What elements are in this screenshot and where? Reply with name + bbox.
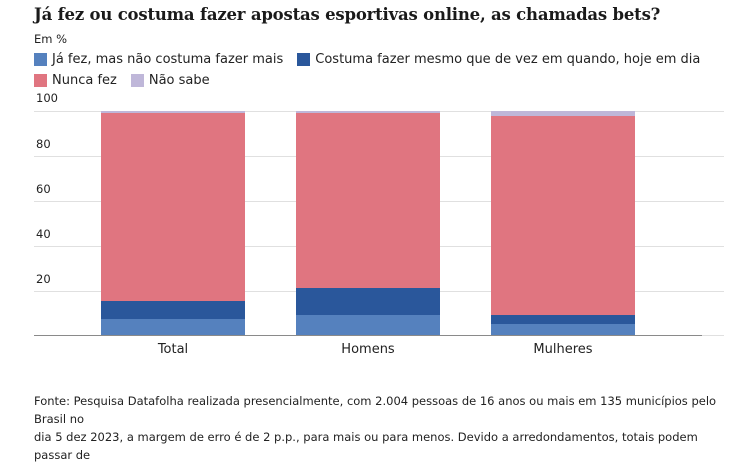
bar-segment — [101, 319, 245, 335]
source-note-line: dia 5 dez 2023, a margem de erro é de 2 … — [34, 430, 698, 462]
chart-legend: Já fez, mas não costuma fazer mais Costu… — [34, 49, 734, 91]
bar-homens — [296, 111, 440, 335]
y-tick-label: 80 — [36, 137, 51, 151]
x-axis-baseline — [34, 335, 702, 336]
y-tick-label: 100 — [36, 91, 58, 105]
bar-segment — [491, 323, 635, 335]
bar-mulheres — [491, 111, 635, 335]
bar-segment — [491, 115, 635, 315]
chart-title: Já fez ou costuma fazer apostas esportiv… — [34, 5, 661, 24]
legend-label: Já fez, mas não costuma fazer mais — [52, 52, 284, 67]
bar-segment — [296, 314, 440, 335]
chart-unit-label: Em % — [34, 32, 68, 46]
legend-item-nao-sabe: Não sabe — [130, 73, 210, 88]
legend-label: Não sabe — [148, 73, 210, 88]
legend-item-costuma-fazer: Costuma fazer mesmo que de vez em quando… — [297, 52, 700, 67]
bar-segment — [296, 113, 440, 288]
bar-segment — [296, 111, 440, 114]
y-tick-label: 40 — [36, 227, 51, 241]
legend-item-nunca-fez: Nunca fez — [34, 73, 117, 88]
y-tick-label: 20 — [36, 272, 51, 286]
source-note-line: Fonte: Pesquisa Datafolha realizada pres… — [34, 394, 717, 426]
y-tick-label: 60 — [36, 182, 51, 196]
legend-label: Nunca fez — [52, 73, 117, 88]
plot-area: 100 80 60 40 20 Total Homens Mulheres — [34, 91, 724, 357]
bar-segment — [101, 113, 245, 302]
legend-swatch-ja-fez — [34, 53, 47, 66]
x-label-homens: Homens — [341, 342, 395, 357]
legend-label: Costuma fazer mesmo que de vez em quando… — [315, 52, 701, 67]
legend-swatch-nao-sabe — [130, 74, 144, 87]
bar-total — [101, 111, 245, 335]
bar-segment — [101, 301, 245, 320]
legend-item-ja-fez: Já fez, mas não costuma fazer mais — [34, 52, 283, 67]
bar-segment — [296, 287, 440, 315]
legend-swatch-costuma-fazer — [297, 53, 311, 66]
bar-segment — [101, 111, 245, 114]
gridline — [702, 335, 724, 336]
legend-swatch-nunca-fez — [34, 74, 47, 87]
bar-segment — [491, 314, 635, 324]
x-label-total: Total — [157, 342, 189, 357]
source-note: Fonte: Pesquisa Datafolha realizada pres… — [34, 392, 724, 464]
x-label-mulheres: Mulheres — [533, 342, 593, 357]
bar-segment — [491, 111, 635, 116]
